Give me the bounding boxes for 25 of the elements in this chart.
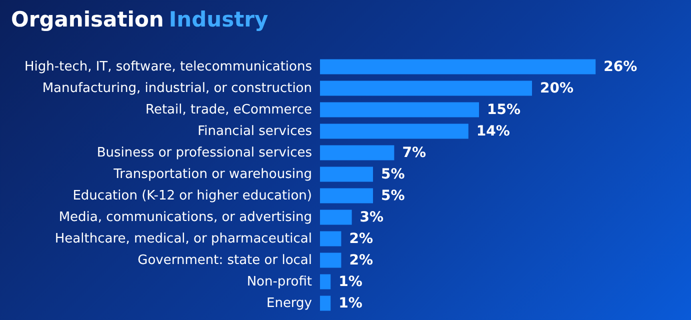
y-tick-label: Financial services — [198, 124, 312, 139]
data-label: 14% — [476, 123, 510, 140]
y-tick-label: Manufacturing, industrial, or construction — [42, 80, 312, 96]
y-tick-label: High-tech, IT, software, telecommunications — [24, 59, 312, 74]
data-label: 5% — [381, 166, 405, 182]
y-tick-label: Non-profit — [246, 274, 312, 290]
y-tick-label: Healthcare, medical, or pharmaceutical — [54, 231, 312, 246]
y-tick-label: Government: state or local — [138, 252, 312, 268]
data-label: 1% — [338, 295, 362, 312]
y-tick-label: Media, communications, or advertising — [58, 210, 312, 225]
y-tick-label: Energy — [266, 296, 312, 311]
text: Organisation Industry — [11, 8, 268, 32]
data-label: 15% — [487, 102, 521, 118]
y-tick-label: Retail, trade, eCommerce — [146, 102, 312, 118]
data-label: 26% — [604, 58, 638, 75]
data-label: 3% — [360, 209, 384, 226]
y-tick-label: Business or professional services — [96, 145, 312, 160]
data-label: 2% — [349, 230, 373, 247]
data-label: 7% — [402, 144, 426, 161]
y-tick-label: Transportation or warehousing — [112, 166, 312, 182]
data-label: 5% — [381, 188, 405, 204]
data-label: 2% — [349, 252, 373, 268]
data-label: 20% — [540, 80, 574, 96]
data-label: 1% — [338, 274, 362, 290]
y-tick-label: Education (K-12 or higher education) — [72, 188, 312, 204]
